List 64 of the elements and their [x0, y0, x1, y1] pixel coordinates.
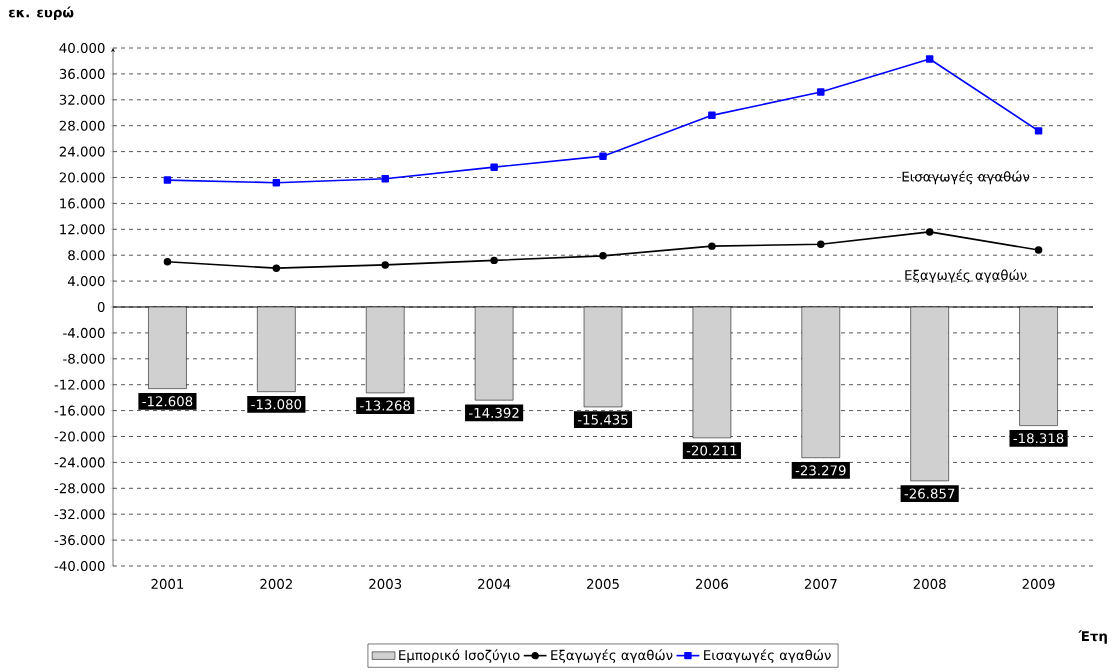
x-tick-label: 2003 — [369, 578, 402, 589]
point — [272, 264, 281, 272]
y-tick-label: -28.000 — [54, 483, 105, 494]
y-tick-label: -20.000 — [54, 431, 105, 442]
legend-label: Εισαγωγές αγαθών — [704, 649, 831, 663]
data-label: -13.080 — [251, 399, 302, 410]
annotation: Εισαγωγές αγαθών — [902, 170, 1030, 185]
data-label: -20.211 — [686, 445, 737, 456]
y-tick-label: 16.000 — [60, 198, 105, 209]
point — [1034, 127, 1043, 135]
x-tick-label: 2005 — [587, 578, 619, 589]
y-tick-label: 0 — [97, 301, 105, 313]
point — [708, 242, 716, 250]
y-tick-label: -36.000 — [54, 535, 105, 546]
y-tick-label: -16.000 — [54, 405, 105, 416]
annotation: Εξαγωγές αγαθών — [905, 269, 1027, 283]
point — [817, 240, 825, 248]
point — [381, 261, 389, 269]
x-tick-label: 2002 — [260, 578, 292, 589]
x-tick-label: 2004 — [478, 578, 511, 589]
y-tick-label: -12.000 — [54, 379, 105, 390]
x-tick-label: 2008 — [913, 578, 946, 589]
y-tick-label: 20.000 — [59, 172, 105, 183]
x-tick-label: 2007 — [804, 578, 837, 589]
y-tick-label: 4.000 — [67, 276, 105, 287]
point — [599, 152, 607, 160]
point — [817, 88, 825, 96]
y-tick-label: -4.000 — [63, 327, 105, 338]
y-tick-label: -40.000 — [54, 560, 105, 572]
point — [925, 228, 934, 236]
point — [490, 163, 498, 171]
data-label: -23.279 — [795, 465, 846, 476]
y-tick-label: 32.000 — [59, 94, 105, 105]
point — [925, 55, 934, 63]
legend-label: Εμπορικό Ισοζύγιο — [399, 649, 520, 663]
x-axis-title: Έτη — [1078, 630, 1107, 644]
y-tick-label: 8.000 — [68, 250, 105, 261]
y-tick-label: 12.000 — [60, 224, 105, 235]
point — [599, 252, 607, 260]
point — [163, 176, 172, 184]
point — [490, 256, 498, 265]
data-label: -12.608 — [142, 396, 193, 407]
point — [272, 178, 281, 187]
data-label: -26.857 — [904, 488, 955, 499]
y-tick-label: 28.000 — [59, 120, 105, 131]
y-tick-label: 24.000 — [59, 146, 105, 157]
y-axis-title: εκ. ευρώ — [8, 6, 74, 20]
data-label: -15.435 — [577, 414, 628, 425]
point — [708, 111, 716, 120]
y-tick-label: 36.000 — [59, 68, 105, 79]
data-label: -18.318 — [1013, 433, 1064, 444]
data-label: -13.268 — [360, 400, 411, 411]
point — [1034, 246, 1043, 254]
x-tick-label: 2009 — [1022, 578, 1055, 589]
y-tick-label: -24.000 — [54, 457, 105, 468]
point — [381, 175, 389, 183]
legend-label: Εξαγωγές αγαθών — [551, 649, 673, 663]
data-label: -14.392 — [469, 407, 519, 418]
y-tick-label: -32.000 — [54, 509, 105, 520]
x-tick-label: 2001 — [151, 578, 184, 589]
point — [163, 257, 172, 266]
y-tick-label: 40.000 — [59, 42, 105, 54]
x-tick-label: 2006 — [695, 578, 729, 589]
y-tick-label: -8.000 — [63, 353, 105, 364]
